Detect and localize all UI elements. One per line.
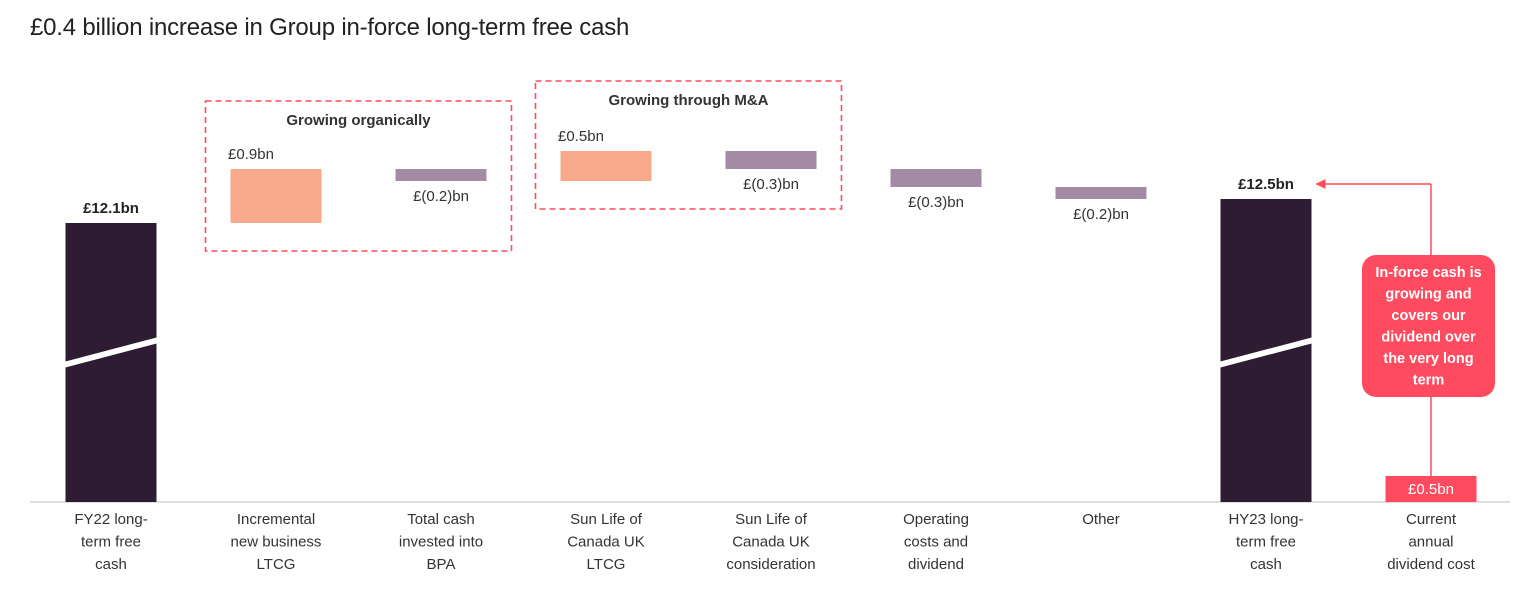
category-label-line: Canada UK	[732, 534, 810, 551]
callout-line: dividend over	[1381, 330, 1476, 346]
callout-text: In-force cash is growing and covers our div…	[1375, 265, 1481, 389]
category-label-line: Operating	[903, 511, 969, 528]
axis-break-mark	[63, 337, 159, 368]
callout-bubble	[1362, 255, 1495, 397]
category-label-1: Incremental new business LTCG	[231, 511, 322, 573]
category-label-line: Total cash	[407, 511, 475, 528]
category-label-line: term free	[1236, 534, 1296, 551]
category-label-line: Canada UK	[567, 534, 645, 551]
callout-line: growing and	[1385, 287, 1471, 303]
value-label-6: £(0.2)bn	[1073, 206, 1129, 223]
category-label-5: Operating costs and dividend	[903, 511, 969, 573]
category-label-line: BPA	[427, 556, 456, 573]
group-box-0	[204, 100, 513, 252]
bar-cost-8	[1385, 476, 1477, 502]
category-label-line: term free	[81, 534, 141, 551]
category-label-4: Sun Life of Canada UK consideration	[726, 511, 815, 573]
group-box-1	[534, 80, 843, 210]
category-label-line: cash	[95, 556, 127, 573]
category-label-line: annual	[1408, 534, 1453, 551]
chart-title: £0.4 billion increase in Group in-force …	[30, 14, 630, 41]
value-label-7: £12.5bn	[1238, 176, 1294, 193]
callout-line: the very long	[1383, 351, 1473, 367]
category-label-2: Total cash invested into BPA	[399, 511, 483, 573]
bar-decrease-4	[725, 151, 817, 169]
category-label-line: invested into	[399, 534, 483, 551]
bar-decrease-2	[395, 169, 487, 181]
bar-increase-3	[560, 151, 652, 181]
category-label-line: Current	[1406, 511, 1457, 528]
bar-decrease-5	[890, 169, 982, 187]
category-label-0: FY22 long-term free cash	[74, 511, 147, 573]
category-label-6: Other	[1082, 511, 1120, 528]
group-label-0: Growing organically	[286, 112, 431, 129]
category-label-line: Incremental	[237, 511, 315, 528]
callout-line: In-force cash is	[1375, 265, 1481, 281]
bar-decrease-6	[1055, 187, 1147, 199]
category-label-line: dividend	[908, 556, 964, 573]
bar-increase-1	[230, 169, 322, 223]
category-label-line: Sun Life of	[735, 511, 808, 528]
category-label-line: dividend cost	[1387, 556, 1475, 573]
category-label-line: FY22 long-	[74, 511, 147, 528]
value-label-2: £(0.2)bn	[413, 188, 469, 205]
category-label-line: new business	[231, 534, 322, 551]
value-label-8: £0.5bn	[1408, 481, 1454, 498]
category-label-line: consideration	[726, 556, 815, 573]
category-label-7: HY23 long-term free cash	[1228, 511, 1303, 573]
category-label-line: cash	[1250, 556, 1282, 573]
value-label-1: £0.9bn	[228, 146, 274, 163]
category-label-line: Other	[1082, 511, 1120, 528]
group-label-1: Growing through M&A	[609, 92, 769, 109]
category-label-line: HY23 long-	[1228, 511, 1303, 528]
category-label-line: LTCG	[587, 556, 626, 573]
value-label-0: £12.1bn	[83, 200, 139, 217]
axis-break-mark	[1218, 337, 1314, 368]
category-label-line: Sun Life of	[570, 511, 643, 528]
callout-line: term	[1413, 373, 1444, 389]
category-label-line: costs and	[904, 534, 968, 551]
value-label-3: £0.5bn	[558, 128, 604, 145]
value-label-4: £(0.3)bn	[743, 176, 799, 193]
value-label-5: £(0.3)bn	[908, 194, 964, 211]
category-label-line: LTCG	[257, 556, 296, 573]
callout-line: covers our	[1391, 308, 1465, 324]
category-label-3: Sun Life of Canada UK LTCG	[567, 511, 645, 573]
category-label-8: Current annual dividend cost	[1387, 511, 1475, 573]
